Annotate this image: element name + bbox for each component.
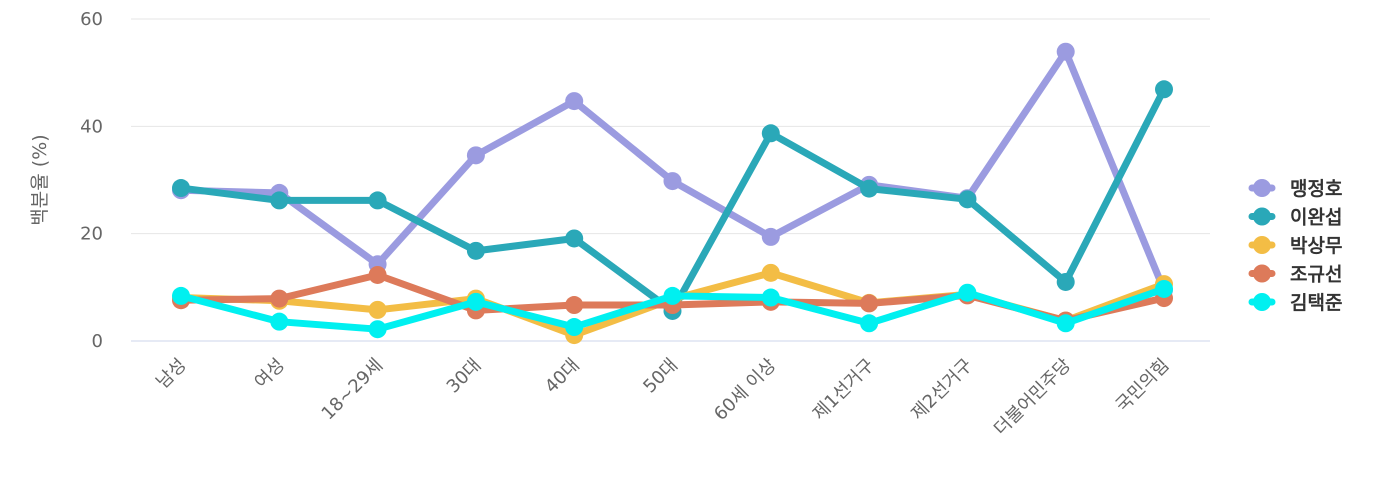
legend-label: 김택준 [1290, 292, 1342, 314]
x-tick-label: 50대 [639, 355, 682, 398]
data-point[interactable] [761, 227, 780, 246]
data-point[interactable] [761, 124, 780, 143]
data-point[interactable] [761, 288, 780, 307]
x-tick-label: 더불어민주당 [990, 355, 1075, 440]
data-point[interactable] [1155, 80, 1173, 99]
series-5 [172, 279, 1173, 339]
data-point[interactable] [1056, 272, 1075, 291]
x-tick-label: 제2선거구 [907, 355, 977, 425]
legend-swatch-marker [1253, 236, 1271, 254]
legend-item[interactable]: 박상무 [1248, 235, 1342, 257]
data-point[interactable] [565, 318, 584, 337]
data-point[interactable] [368, 265, 387, 284]
data-point[interactable] [1155, 279, 1173, 298]
y-tick-label: 0 [92, 331, 103, 352]
legend-label: 이완섭 [1290, 207, 1342, 229]
legend-swatch-marker [1253, 293, 1271, 311]
data-point[interactable] [958, 190, 977, 209]
x-tick-label: 30대 [443, 355, 486, 398]
x-tick-label: 제1선거구 [809, 355, 879, 425]
data-point[interactable] [368, 191, 387, 210]
legend-item[interactable]: 조규선 [1248, 264, 1342, 286]
legend-item[interactable]: 이완섭 [1248, 207, 1342, 229]
data-point[interactable] [565, 229, 584, 248]
series-line [177, 48, 1168, 294]
legend-swatch-marker [1253, 207, 1271, 226]
data-point[interactable] [466, 146, 485, 165]
data-point[interactable] [958, 283, 977, 302]
legend-label: 맹정호 [1290, 178, 1342, 200]
data-point[interactable] [565, 296, 584, 315]
data-point[interactable] [860, 314, 879, 333]
legend-swatch-marker [1253, 264, 1271, 283]
x-axis: 남성 여성 18~29세 30대 40대 50대 60세 이상 제1선거구 제2선거구 더불어민주… [152, 355, 1173, 440]
y-tick-label: 20 [80, 224, 103, 245]
data-point[interactable] [368, 320, 387, 339]
data-point[interactable] [1056, 42, 1075, 61]
data-point[interactable] [270, 191, 289, 210]
x-tick-label: 18~29세 [318, 355, 388, 425]
data-point[interactable] [270, 312, 289, 331]
data-point[interactable] [860, 179, 879, 198]
x-tick-label: 40대 [541, 355, 584, 398]
x-tick-label: 여성 [251, 355, 289, 393]
legend-label: 조규선 [1290, 264, 1342, 286]
data-point[interactable] [1056, 314, 1075, 333]
data-point[interactable] [466, 241, 485, 260]
data-point[interactable] [368, 300, 387, 319]
data-point[interactable] [270, 289, 289, 308]
data-point[interactable] [663, 172, 682, 191]
data-point[interactable] [466, 292, 485, 311]
y-axis: 0 20 40 60 [80, 9, 103, 352]
data-point[interactable] [172, 179, 190, 198]
x-tick-label: 국민의힘 [1112, 355, 1174, 417]
y-axis-title: 백분율 (%) [29, 134, 51, 225]
legend-item[interactable]: 맹정호 [1248, 178, 1342, 200]
series-1 [172, 42, 1173, 300]
grid-lines [131, 18, 1210, 342]
legend-swatch-marker [1253, 179, 1271, 197]
data-point[interactable] [860, 294, 879, 313]
data-point[interactable] [565, 92, 584, 111]
data-point[interactable] [172, 286, 190, 305]
plot-area [172, 42, 1173, 345]
legend-item[interactable]: 김택준 [1248, 292, 1342, 314]
y-tick-label: 40 [80, 116, 103, 137]
data-point[interactable] [663, 286, 682, 305]
x-tick-label: 남성 [152, 355, 190, 393]
data-point[interactable] [761, 263, 780, 282]
legend-label: 박상무 [1290, 235, 1342, 257]
x-tick-label: 60세 이상 [710, 355, 780, 425]
y-tick-label: 60 [80, 9, 103, 30]
